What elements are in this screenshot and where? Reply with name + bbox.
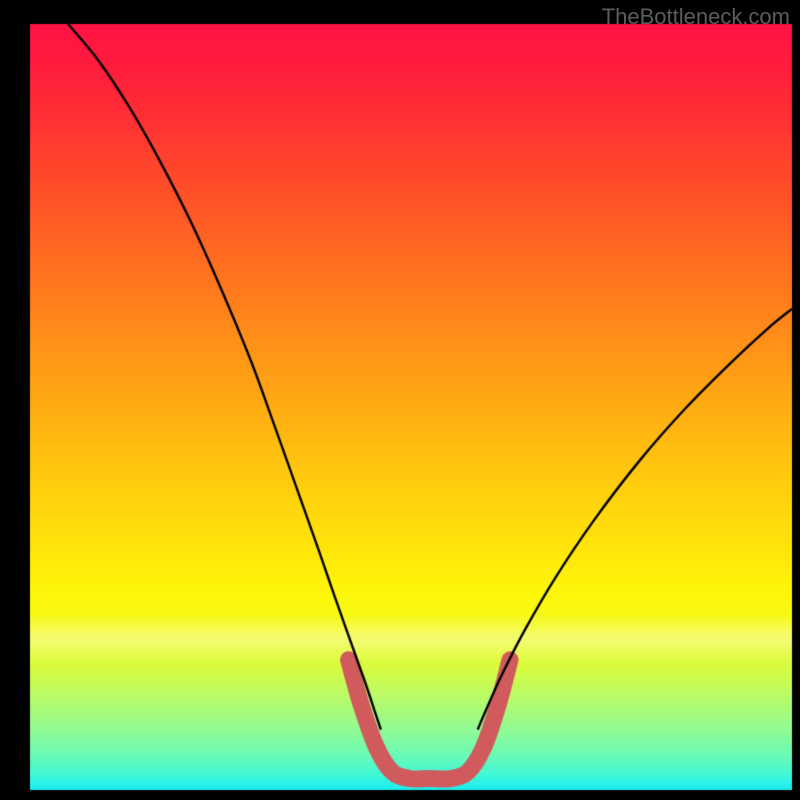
watermark-text: TheBottleneck.com — [602, 4, 790, 30]
bottleneck-curve-plot — [0, 0, 800, 800]
chart-stage: TheBottleneck.com — [0, 0, 800, 800]
